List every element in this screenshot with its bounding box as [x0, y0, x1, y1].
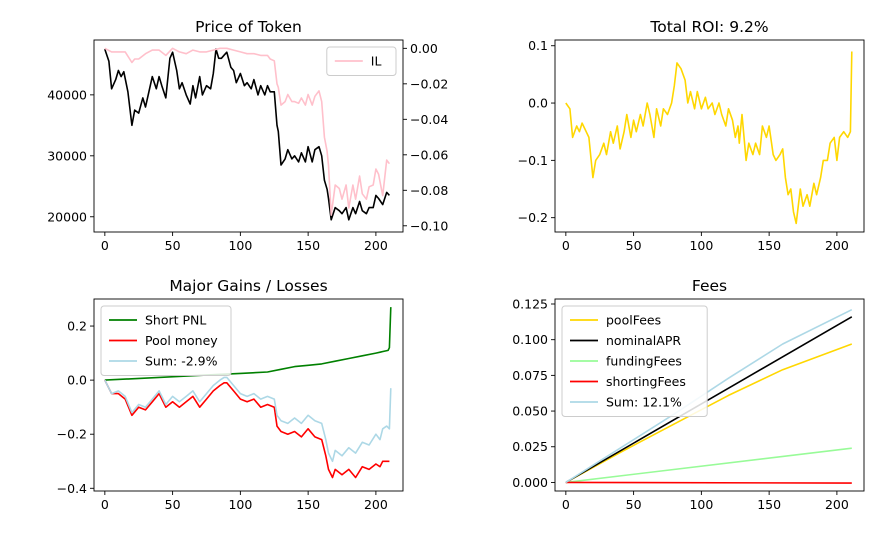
- legend-label: Sum: -2.9%: [145, 354, 218, 369]
- legend-label: fundingFees: [606, 354, 682, 369]
- series-line-nominalapr: [565, 316, 853, 484]
- chart-title: Total ROI: 9.2%: [649, 18, 768, 36]
- chart-title: Fees: [692, 277, 727, 295]
- y2-tick-label: −0.08: [410, 183, 448, 198]
- subplot-2: Total ROI: 9.2% 0 50 100 150 200 0.1 0.0 −0.1 −0.…: [518, 18, 865, 253]
- series-line-series-1: [565, 51, 853, 225]
- chart-title: Price of Token: [195, 18, 302, 36]
- y-tick-label: 30000: [47, 148, 87, 163]
- legend-label: Pool money: [145, 333, 218, 348]
- x-tick-label: 200: [825, 497, 849, 512]
- legend-label: IL: [371, 54, 382, 69]
- x-tick-label: 200: [364, 497, 388, 512]
- series-group: [104, 307, 392, 479]
- series-line-fundingfees: [565, 447, 852, 484]
- y2-tick-label: −0.04: [410, 112, 448, 127]
- x-tick-label: 0: [562, 238, 570, 253]
- plot-frame: [554, 298, 865, 492]
- series-line-pool-money: [104, 379, 390, 479]
- x-tick-label: 0: [101, 497, 109, 512]
- x-tick-label: 200: [825, 238, 849, 253]
- subplot-3: Major Gains / Losses 0 50 100 150 200 0.2 0.0 −0…: [57, 277, 404, 512]
- y-tick-label: 0.0: [528, 96, 548, 111]
- chart-title: Major Gains / Losses: [169, 277, 327, 295]
- y2-tick-label: 0.00: [410, 41, 438, 56]
- y-tick-label: 0.075: [512, 368, 548, 383]
- x-tick-label: 150: [296, 497, 320, 512]
- x-tick-label: 100: [228, 238, 252, 253]
- y2-tick-label: −0.10: [410, 218, 448, 233]
- legend-box: [100, 305, 232, 376]
- y-tick-label: −0.2: [518, 210, 548, 225]
- y-tick-label: 0.000: [512, 475, 548, 490]
- series-line-short-pnl: [104, 307, 392, 381]
- series-group: [104, 47, 391, 221]
- x-tick-label: 0: [101, 238, 109, 253]
- y-tick-label: 0.125: [512, 296, 548, 311]
- y-tick-label: 0.2: [67, 319, 87, 334]
- y-tick-label: 0.1: [528, 38, 548, 53]
- series-line-sum-2-9: [104, 376, 392, 463]
- y-tick-label: 40000: [47, 87, 87, 102]
- y2-tick-label: −0.02: [410, 76, 448, 91]
- x-tick-label: 50: [165, 238, 181, 253]
- legend-box: [561, 305, 708, 417]
- y-tick-label: 0.050: [512, 404, 548, 419]
- plot-frame: [554, 39, 865, 233]
- x-tick-label: 0: [562, 497, 570, 512]
- x-tick-label: 150: [296, 238, 320, 253]
- y-tick-label: 0.0: [67, 373, 87, 388]
- plot-frame: [93, 39, 404, 233]
- x-tick-label: 50: [626, 497, 642, 512]
- x-tick-label: 150: [757, 497, 781, 512]
- legend-label: Sum: 12.1%: [606, 395, 682, 410]
- y-tick-label: −0.2: [57, 427, 87, 442]
- x-tick-label: 50: [165, 497, 181, 512]
- y-tick-label: 20000: [47, 209, 87, 224]
- legend: poolFees nominalAPR fundingFees shortingFee…: [561, 305, 708, 417]
- legend: Short PNL Pool money Sum: -2.9%: [100, 305, 232, 376]
- x-tick-label: 100: [228, 497, 252, 512]
- legend-label: Short PNL: [145, 313, 206, 328]
- legend-label: shortingFees: [606, 374, 686, 389]
- plot-frame: [93, 298, 404, 492]
- series-line-series-1: [104, 48, 390, 221]
- x-tick-label: 150: [757, 238, 781, 253]
- x-tick-label: 200: [364, 238, 388, 253]
- x-tick-label: 100: [689, 238, 713, 253]
- y2-tick-label: −0.06: [410, 147, 448, 162]
- series-line-il: [104, 47, 391, 216]
- y-tick-label: 0.100: [512, 332, 548, 347]
- legend: IL: [326, 46, 397, 76]
- subplot-4: Fees 0 50 100 150 200 0.000 0.025 0.050 0.075 0.10…: [512, 277, 865, 512]
- legend-label: poolFees: [606, 313, 661, 328]
- subplot-1: Price of Token 0 50 100 150 200 20000 30000 4000…: [47, 18, 448, 253]
- y-tick-label: −0.4: [57, 481, 87, 496]
- y-tick-label: −0.1: [518, 153, 548, 168]
- legend-label: nominalAPR: [606, 333, 681, 348]
- series-line-shortingfees: [565, 481, 852, 484]
- x-tick-label: 50: [626, 238, 642, 253]
- y-tick-label: 0.025: [512, 439, 548, 454]
- x-tick-label: 100: [689, 497, 713, 512]
- series-group: [565, 51, 853, 225]
